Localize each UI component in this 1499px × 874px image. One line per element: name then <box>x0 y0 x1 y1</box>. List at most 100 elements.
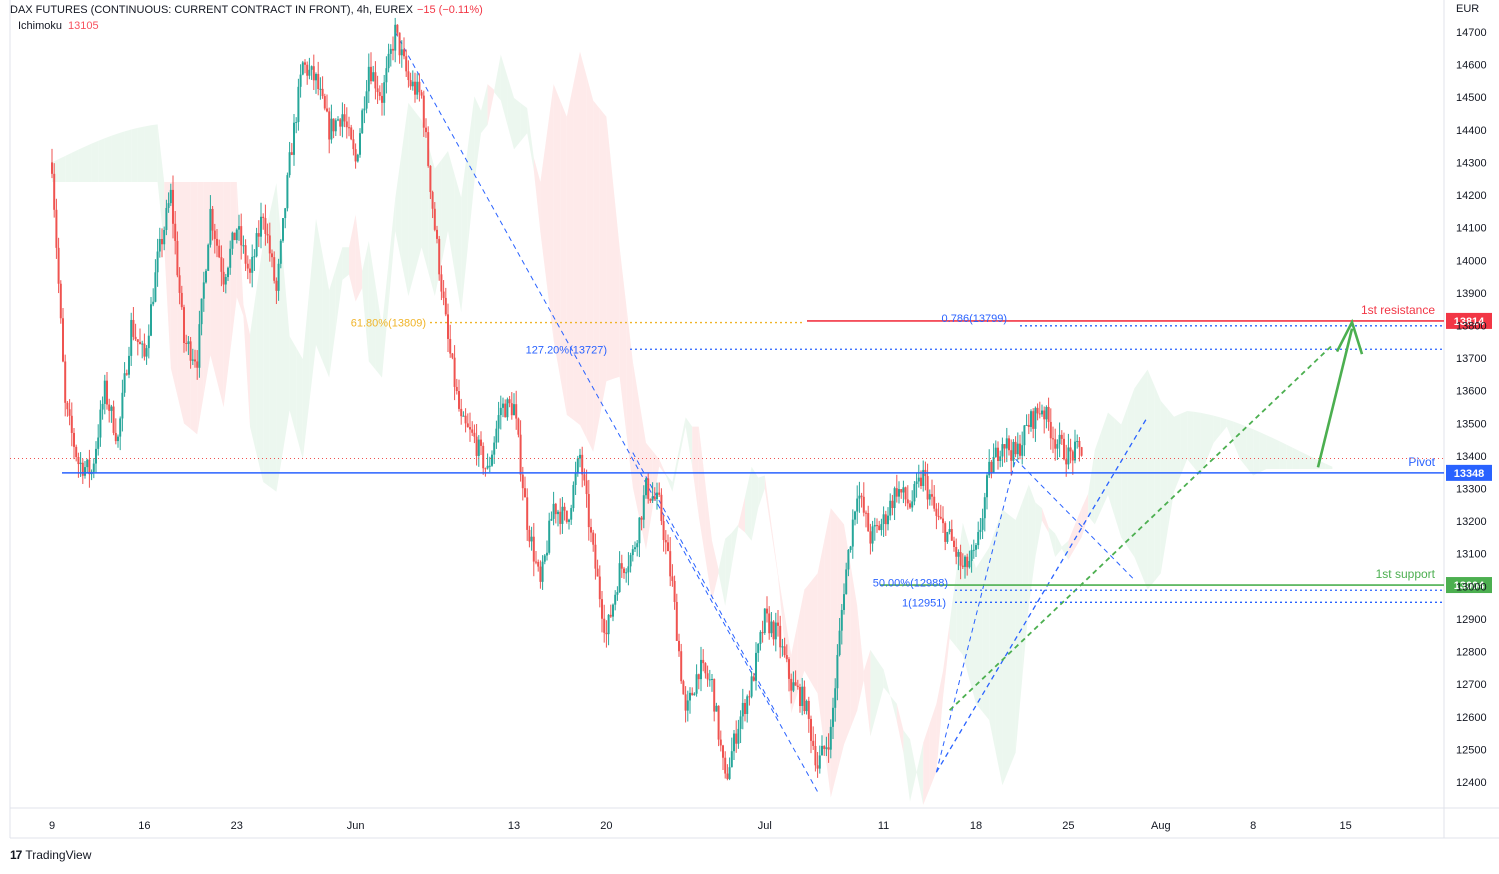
cloud-segment <box>976 557 983 712</box>
candle-body <box>818 755 821 769</box>
candle-body <box>928 494 931 500</box>
candle-body <box>706 673 709 680</box>
candle-body <box>255 233 258 257</box>
time-tick-label: 23 <box>231 820 243 832</box>
candle-body <box>785 655 788 660</box>
cloud-segment <box>487 84 495 125</box>
cloud-segment <box>863 649 871 737</box>
candle-body <box>691 692 694 696</box>
candle-body <box>482 445 485 469</box>
plot-area <box>9 0 1499 839</box>
level-label: 1st support <box>1376 567 1436 581</box>
candle-body <box>849 546 852 550</box>
time-tick-label: 11 <box>878 820 889 832</box>
candle-body <box>407 71 410 81</box>
cloud-segment <box>157 124 165 247</box>
cloud-segment <box>586 76 594 452</box>
candle-body <box>792 682 795 691</box>
candle-body <box>77 457 80 465</box>
candle-body <box>222 271 225 285</box>
time-tick-label: Jul <box>758 820 772 832</box>
candle-body <box>88 459 91 475</box>
candle-body <box>543 555 546 562</box>
candle-body <box>431 192 434 209</box>
cloud-segment <box>626 304 633 488</box>
candle-body <box>253 256 256 258</box>
candle-body <box>737 728 740 744</box>
candle-body <box>194 359 196 362</box>
candle-body <box>123 373 126 393</box>
candle-body <box>172 189 174 224</box>
cloud-segment <box>283 259 290 452</box>
candle-body <box>99 409 102 438</box>
cloud-segment <box>1259 432 1267 473</box>
time-tick-label: 25 <box>1062 820 1074 832</box>
candle-body <box>854 511 856 520</box>
candle-body <box>480 439 482 446</box>
price-tick-label: 14500 <box>1456 92 1487 104</box>
candle-body <box>957 552 960 557</box>
candle-body <box>370 66 372 82</box>
cloud-segment <box>632 361 640 519</box>
cloud-segment <box>170 182 178 396</box>
candle-body <box>922 469 925 486</box>
level-badge-text: 13004 <box>1454 580 1485 592</box>
candle-body <box>616 592 619 595</box>
candle-body <box>898 489 900 497</box>
candle-body <box>356 154 359 162</box>
cloud-segment <box>355 214 363 302</box>
candle-body <box>422 95 425 128</box>
candle-body <box>979 529 982 532</box>
candle-body <box>361 110 364 134</box>
candle-body <box>147 335 150 349</box>
candle-body <box>174 223 177 241</box>
cloud-segment <box>890 695 897 722</box>
candle-body <box>684 694 687 711</box>
candle-body <box>429 165 432 193</box>
candle-body <box>810 718 812 741</box>
time-axis[interactable]: 9 16 23 Jun 13 20 Jul 11 18 25 Aug 8 15 <box>49 820 1352 832</box>
candle-body <box>625 572 628 574</box>
indicator-legend[interactable]: Ichimoku 13105 <box>18 20 99 32</box>
cloud-segment <box>1167 408 1174 533</box>
candle-body <box>983 497 986 519</box>
candle-body <box>752 676 755 681</box>
candle-body <box>343 114 346 122</box>
candle-body <box>141 343 144 345</box>
candle-body <box>550 518 553 521</box>
cloud-segment <box>1094 431 1102 525</box>
candle-body <box>1023 425 1026 446</box>
candle-body <box>541 561 544 582</box>
candle-body <box>942 518 944 524</box>
candle-body <box>260 216 262 237</box>
candle-body <box>946 532 949 542</box>
candle-body <box>1056 444 1059 449</box>
cloud-segment <box>698 426 706 559</box>
candle-body <box>469 427 471 430</box>
price-axis[interactable]: EUR1240012500126001270012800129001300013… <box>1456 3 1487 789</box>
candle-body <box>268 235 271 254</box>
candle-body <box>766 608 768 614</box>
candle-body <box>134 336 137 340</box>
cloud-segment <box>58 155 66 182</box>
cloud-segment <box>883 669 891 696</box>
candle-body <box>904 487 907 500</box>
candle-body <box>125 373 128 375</box>
candle-body <box>594 544 597 569</box>
cloud-segment <box>791 622 798 714</box>
cloud-segment <box>408 102 415 297</box>
candle-body <box>381 95 383 103</box>
candle-body <box>59 283 62 319</box>
candle-body <box>1067 447 1070 465</box>
level-label: Pivot <box>1408 455 1435 469</box>
candle-body <box>823 745 826 749</box>
candle-body <box>1012 441 1015 461</box>
candle-body <box>893 488 896 508</box>
cloud-segment <box>1121 406 1128 548</box>
cloud-segment <box>131 127 138 182</box>
cloud-segment <box>758 475 765 509</box>
level-badge <box>1446 464 1492 481</box>
brand-footer[interactable]: 17 TradingView <box>10 848 91 862</box>
level-badge-text: 13348 <box>1454 468 1485 480</box>
